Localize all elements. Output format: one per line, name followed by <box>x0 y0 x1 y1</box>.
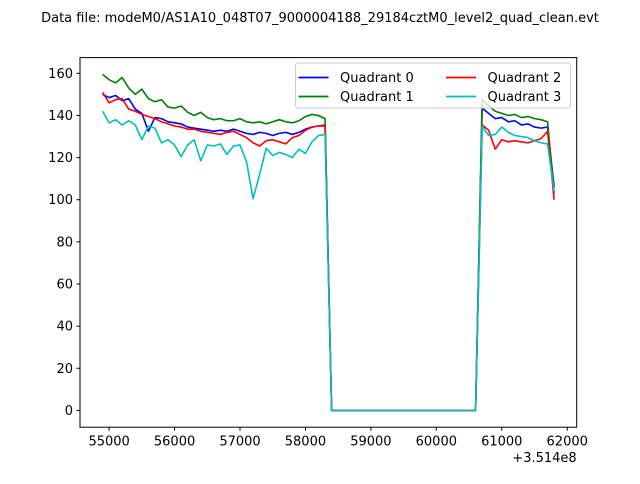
plot-lines <box>101 73 555 412</box>
x-tick-label: 61000 <box>481 435 522 450</box>
y-tick-label: 40 <box>56 320 73 335</box>
x-tick-label: 55000 <box>88 435 129 450</box>
legend-label-quadrant-0: Quadrant 0 <box>340 71 414 86</box>
y-tick-label: 0 <box>65 404 73 419</box>
y-tick-label: 60 <box>56 278 73 293</box>
axes: 55000 56000 57000 58000 59000 60000 61000 62000… <box>48 57 588 466</box>
y-tick-label: 160 <box>48 67 73 82</box>
x-axis-offset-label: +3.514e8 <box>512 451 576 466</box>
legend-label-quadrant-1: Quadrant 1 <box>340 90 414 105</box>
x-tick-label: 60000 <box>416 435 457 450</box>
legend-label-quadrant-3: Quadrant 3 <box>488 90 562 105</box>
y-tick-label: 100 <box>48 193 73 208</box>
figure-title: Data file: modeM0/AS1A10_048T07_90000041… <box>41 11 599 26</box>
x-tick-label: 58000 <box>285 435 326 450</box>
x-tick-label: 59000 <box>350 435 391 450</box>
plot-line-quadrant-3 <box>101 110 555 412</box>
y-tick-label: 120 <box>48 151 73 166</box>
x-tick-label: 57000 <box>219 435 260 450</box>
axes-frame <box>79 57 578 428</box>
y-tick-label: 140 <box>48 109 73 124</box>
legend-box <box>295 62 571 109</box>
y-tick-label: 20 <box>56 362 73 377</box>
y-tick-label: 80 <box>56 235 73 250</box>
x-tick-label: 56000 <box>154 435 195 450</box>
legend-label-quadrant-2: Quadrant 2 <box>488 71 562 86</box>
x-tick-label: 62000 <box>547 435 588 450</box>
